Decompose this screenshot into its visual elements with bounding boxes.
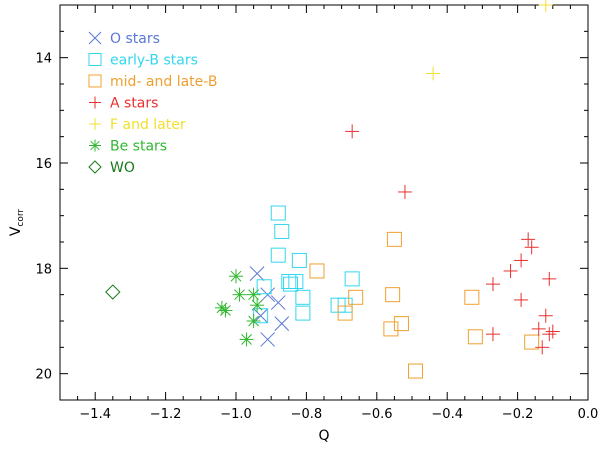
- point-mid-and-late-b: [467, 329, 483, 345]
- point-early-b-stars: [295, 289, 311, 305]
- point-mid-and-late-b: [309, 263, 325, 279]
- point-early-b-stars: [337, 297, 353, 313]
- point-mid-and-late-b: [383, 321, 399, 337]
- x-tick-label: 0.0: [578, 407, 599, 422]
- legend-label-a-stars: A stars: [110, 96, 158, 112]
- point-be-stars: [214, 300, 229, 315]
- y-tick-label: 14: [35, 52, 52, 67]
- point-mid-and-late-b: [385, 287, 401, 303]
- y-tick-label: 16: [35, 157, 52, 172]
- legend-label-wo: WO: [110, 160, 135, 176]
- legend-marker-mid-and-late-b: [88, 74, 102, 88]
- point-o-stars: [260, 332, 276, 347]
- point-a-stars: [538, 308, 553, 323]
- point-a-stars: [514, 292, 529, 307]
- point-mid-and-late-b: [386, 231, 402, 247]
- legend-label-early-b-stars: early-B stars: [110, 53, 198, 69]
- point-mid-and-late-b: [408, 363, 424, 379]
- point-be-stars: [232, 287, 247, 302]
- point-mid-and-late-b: [393, 316, 409, 332]
- legend-label-be-stars: Be stars: [110, 139, 167, 155]
- x-tick-label: −0.6: [361, 407, 393, 422]
- data-points: [105, 0, 560, 379]
- point-be-stars: [218, 303, 233, 318]
- point-o-stars: [249, 266, 265, 281]
- y-axis-title-main: V: [8, 226, 24, 236]
- legend-label-mid-and-late-b: mid- and late-B: [110, 74, 217, 90]
- legend-label-f-and-later: F and later: [110, 117, 186, 133]
- legend-marker-f-and-later: [89, 118, 101, 130]
- point-a-stars: [503, 263, 518, 278]
- point-a-stars: [542, 271, 557, 286]
- x-tick-label: −0.2: [502, 407, 534, 422]
- point-a-stars: [542, 327, 557, 342]
- legend-marker-be-stars: [89, 139, 101, 152]
- point-a-stars: [535, 340, 550, 355]
- x-tick-label: −1.2: [150, 407, 182, 422]
- legend: O stars early-B stars mid- and late-B A sta…: [88, 31, 217, 176]
- point-wo: [105, 284, 121, 300]
- point-be-stars: [246, 287, 261, 302]
- point-o-stars: [274, 316, 290, 331]
- point-o-stars: [253, 308, 268, 324]
- point-early-b-stars: [344, 271, 360, 287]
- y-axis-ticks: 14 16 18 20: [35, 30, 588, 401]
- legend-label-o-stars: O stars: [110, 31, 160, 47]
- legend-marker-early-b-stars: [88, 53, 102, 66]
- point-a-stars: [531, 321, 546, 336]
- point-early-b-stars: [256, 279, 272, 295]
- point-mid-and-late-b: [348, 289, 364, 305]
- point-o-stars: [270, 295, 286, 310]
- point-a-stars: [514, 253, 529, 268]
- point-f-and-later: [426, 66, 441, 81]
- legend-marker-wo: [88, 160, 102, 174]
- point-early-b-stars: [274, 223, 290, 239]
- point-f-and-later: [538, 0, 553, 12]
- legend-marker-a-stars: [89, 96, 101, 109]
- point-mid-and-late-b: [337, 305, 353, 321]
- x-tick-label: −1.0: [220, 407, 252, 422]
- y-axis-title: Vcorr: [8, 209, 26, 237]
- x-tick-label: −1.4: [79, 407, 111, 422]
- y-tick-label: 20: [35, 368, 52, 383]
- point-a-stars: [485, 327, 500, 342]
- point-a-stars: [524, 240, 539, 255]
- point-a-stars: [345, 124, 360, 139]
- point-be-stars: [250, 298, 265, 313]
- point-early-b-stars: [270, 205, 286, 221]
- point-a-stars: [397, 184, 412, 199]
- point-early-b-stars: [288, 274, 304, 289]
- x-tick-label: −0.4: [431, 407, 463, 422]
- x-axis-ticks: −1.4 −1.2 −1.0 −0.8 −0.6 −0.4 −0.2 0.0: [77, 5, 599, 422]
- point-be-stars: [229, 269, 243, 284]
- point-early-b-stars: [291, 252, 307, 268]
- y-tick-label: 18: [35, 262, 52, 277]
- point-mid-and-late-b: [524, 334, 540, 350]
- x-tick-label: −0.8: [291, 407, 323, 422]
- legend-marker-o-stars: [88, 31, 102, 45]
- y-axis-title-sub: corr: [16, 209, 26, 227]
- point-early-b-stars: [283, 276, 299, 292]
- point-be-stars: [239, 332, 254, 347]
- point-be-stars: [246, 314, 261, 328]
- point-o-stars: [260, 287, 276, 303]
- point-mid-and-late-b: [464, 289, 480, 305]
- point-early-b-stars: [295, 305, 311, 321]
- point-a-stars: [485, 277, 500, 292]
- point-early-b-stars: [270, 247, 286, 263]
- x-axis-title: Q: [318, 428, 329, 444]
- point-a-stars: [521, 232, 536, 247]
- point-a-stars: [545, 324, 560, 339]
